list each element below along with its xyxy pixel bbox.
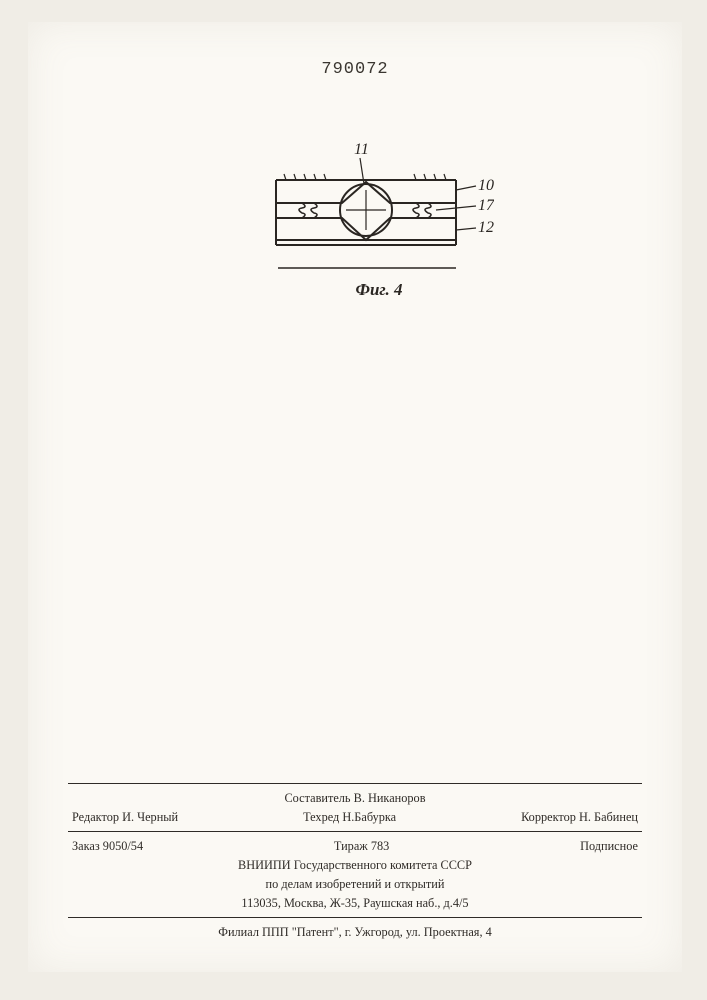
org-line-1: ВНИИПИ Государственного комитета СССР (68, 856, 642, 875)
footer-rule-1 (68, 783, 642, 784)
tech-editor: Техред Н.Бабурка (303, 808, 396, 827)
editor: Редактор И. Черный (72, 808, 178, 827)
page-container: 790072 (28, 22, 682, 972)
print-run: Тираж 783 (334, 837, 389, 856)
label-17: 17 (478, 197, 494, 214)
label-12: 12 (478, 219, 494, 236)
footer-rule-3 (68, 917, 642, 918)
figure-drawing: 11 10 17 12 (264, 140, 494, 275)
editors-row: Редактор И. Черный Техред Н.Бабурка Корр… (68, 808, 642, 827)
label-11: 11 (354, 141, 369, 158)
figure-caption: Фиг. 4 (356, 280, 403, 300)
document-number: 790072 (321, 60, 388, 79)
corrector: Корректор Н. Бабинец (521, 808, 638, 827)
footer-rule-2 (68, 831, 642, 832)
label-10: 10 (478, 177, 494, 194)
footer-block: Составитель В. Никаноров Редактор И. Чер… (68, 779, 642, 942)
compiler-line: Составитель В. Никаноров (68, 789, 642, 808)
address: 113035, Москва, Ж-35, Раушская наб., д.4… (68, 894, 642, 913)
order-number: Заказ 9050/54 (72, 837, 143, 856)
branch: Филиал ППП "Патент", г. Ужгород, ул. Про… (68, 923, 642, 942)
order-row: Заказ 9050/54 Тираж 783 Подписное (68, 837, 642, 856)
signature: Подписное (580, 837, 638, 856)
figure-4: 11 10 17 12 Фиг. 4 (264, 140, 494, 275)
org-line-2: по делам изобретений и открытий (68, 875, 642, 894)
